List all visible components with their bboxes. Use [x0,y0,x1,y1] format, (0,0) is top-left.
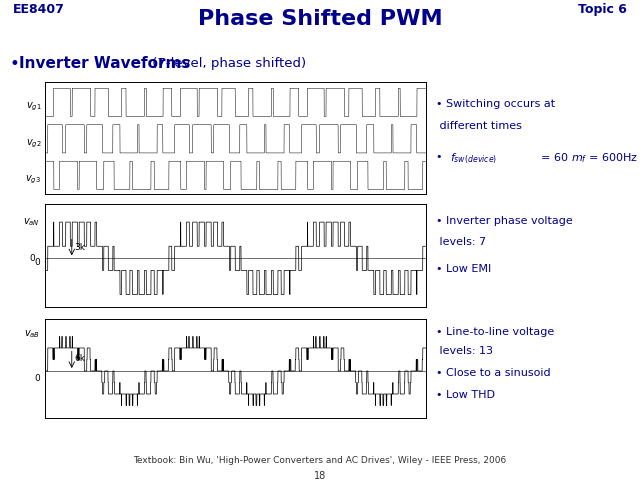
Text: •: • [10,55,19,73]
Text: levels: 7: levels: 7 [436,237,486,247]
Text: levels: 13: levels: 13 [436,346,493,356]
Text: $v_{g3}$: $v_{g3}$ [26,174,41,186]
Text: 0: 0 [35,258,40,267]
Text: • Inverter phase voltage: • Inverter phase voltage [436,216,573,227]
Text: • Low EMI: • Low EMI [436,264,492,274]
Text: $v_{aN}$: $v_{aN}$ [24,216,40,228]
Text: Topic 6: Topic 6 [579,3,627,16]
Text: $v_{aB}$: $v_{aB}$ [24,328,40,340]
Text: Inverter Waveforms: Inverter Waveforms [19,56,191,72]
Text: 3k: 3k [74,243,85,252]
Text: Phase Shifted PWM: Phase Shifted PWM [198,10,442,29]
Text: • Close to a sinusoid: • Close to a sinusoid [436,369,550,378]
Text: $f_{sw(device)}$: $f_{sw(device)}$ [450,152,497,166]
Text: •: • [436,152,446,162]
Text: (7-level, phase shifted): (7-level, phase shifted) [148,57,307,71]
Text: $v_{g1}$: $v_{g1}$ [26,101,41,113]
Text: EE8407: EE8407 [13,3,65,16]
Text: • Low THD: • Low THD [436,390,495,400]
Text: different times: different times [436,121,522,131]
Text: 0: 0 [35,374,40,383]
Text: 18: 18 [314,471,326,480]
Text: = 60 $m_f$ = 600Hz: = 60 $m_f$ = 600Hz [537,152,638,165]
Text: • Line-to-line voltage: • Line-to-line voltage [436,327,554,337]
Text: • Switching occurs at: • Switching occurs at [436,98,555,108]
Text: 0: 0 [29,254,35,263]
Text: 6k: 6k [74,354,85,363]
Text: Textbook: Bin Wu, 'High-Power Converters and AC Drives', Wiley - IEEE Press, 200: Textbook: Bin Wu, 'High-Power Converters… [133,456,507,465]
Text: $v_{g2}$: $v_{g2}$ [26,137,41,150]
